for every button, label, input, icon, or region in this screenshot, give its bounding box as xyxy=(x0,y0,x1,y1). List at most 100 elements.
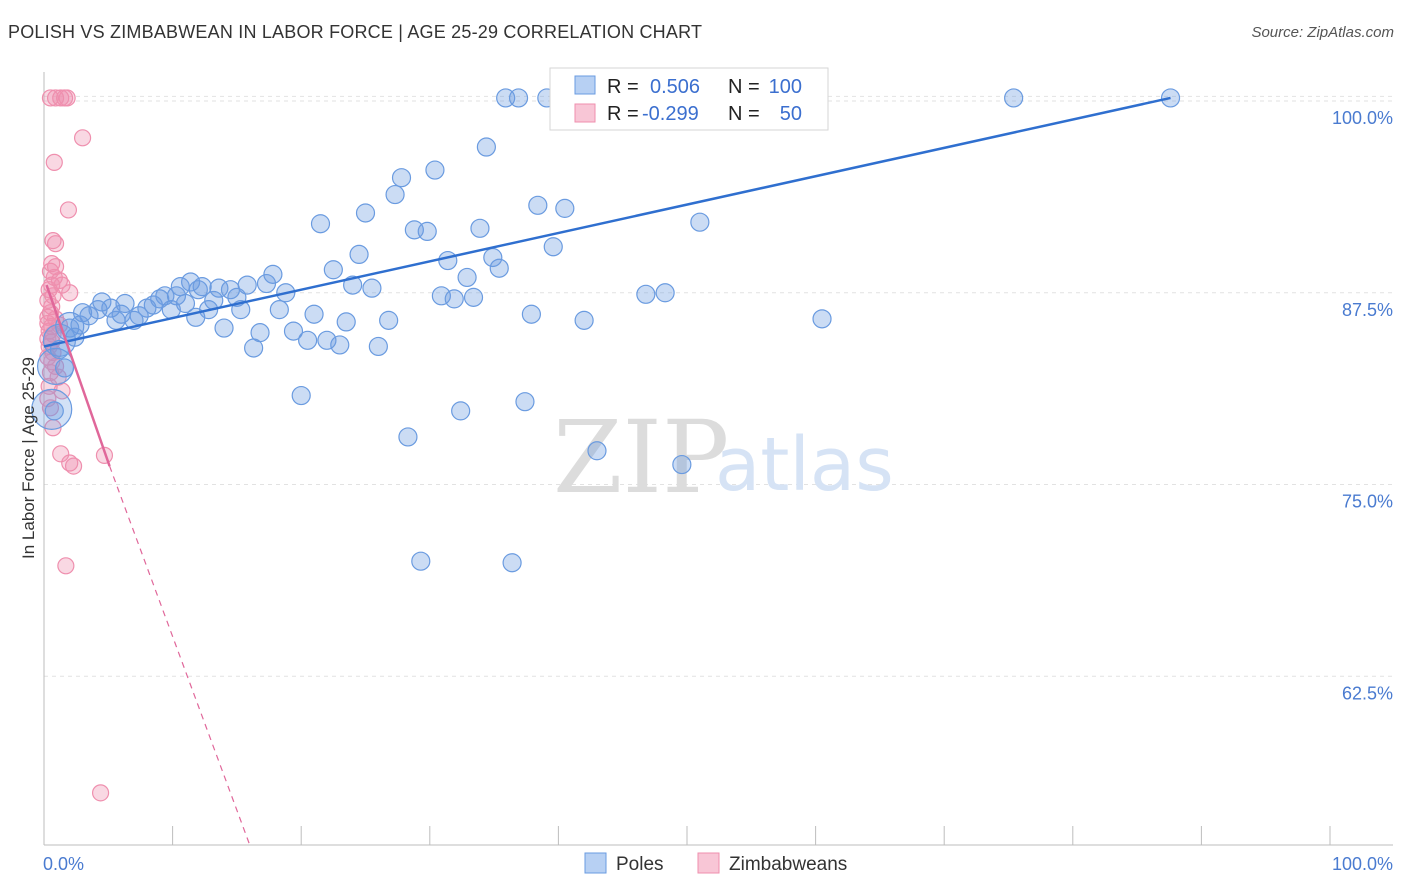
data-point xyxy=(470,218,490,238)
data-point xyxy=(515,392,535,412)
legend-n-label-poles: N = xyxy=(728,76,760,98)
data-point xyxy=(46,235,65,253)
data-point xyxy=(52,445,70,463)
x-tick-label-min: 0.0% xyxy=(43,854,84,874)
data-point xyxy=(175,293,196,314)
data-point xyxy=(417,221,437,241)
data-point xyxy=(690,212,710,232)
legend-n-value-zimbabweans: 50 xyxy=(780,103,802,125)
data-point xyxy=(438,250,458,271)
data-point xyxy=(355,203,376,223)
data-point xyxy=(36,347,75,385)
stats-legend-box xyxy=(549,67,829,131)
legend-n-label-zimbabweans: N = xyxy=(728,103,760,125)
data-point xyxy=(57,557,75,575)
legend-swatch-poles xyxy=(574,75,596,95)
data-point xyxy=(73,129,92,147)
data-point xyxy=(106,310,126,330)
data-point xyxy=(188,280,208,300)
data-point xyxy=(52,89,70,107)
data-point xyxy=(44,232,62,250)
legend-swatch-zimbabweans xyxy=(574,103,596,123)
bottom-legend-swatch-zimbabweans[interactable] xyxy=(697,852,720,874)
data-point xyxy=(61,284,79,302)
data-point xyxy=(41,399,60,417)
data-point xyxy=(636,284,656,304)
data-point xyxy=(330,335,350,355)
data-point xyxy=(508,88,529,108)
legend-n-value-poles: 100 xyxy=(769,76,802,98)
axes xyxy=(43,72,1393,846)
data-point xyxy=(812,309,832,329)
chart-title: POLISH VS ZIMBABWEAN IN LABOR FORCE | AG… xyxy=(8,22,703,42)
data-point xyxy=(58,89,76,107)
y-tick-labels: 62.5% 75.0% 87.5% 100.0% xyxy=(1332,108,1393,703)
data-point xyxy=(115,293,135,314)
data-point xyxy=(655,283,675,303)
bottom-legend-label-zimbabweans[interactable]: Zimbabweans xyxy=(729,854,847,875)
data-point xyxy=(31,388,73,430)
data-point xyxy=(91,784,110,802)
chart-source: Source: ZipAtlas.com xyxy=(1251,24,1394,41)
y-tick-label: 87.5% xyxy=(1342,300,1393,320)
data-point xyxy=(476,137,496,157)
series-legend: Poles Zimbabweans xyxy=(584,852,847,875)
legend-r-label-poles: R = xyxy=(607,76,639,98)
data-point xyxy=(1004,88,1024,108)
legend-r-value-zimbabweans: -0.299 xyxy=(642,103,699,125)
zimbabweans-trend-extension xyxy=(109,465,251,846)
data-point xyxy=(181,272,201,292)
data-point xyxy=(587,441,607,461)
zimbabweans-trend-line xyxy=(45,284,111,467)
data-point xyxy=(263,264,283,284)
stats-legend: R = 0.506 N = 100 R = -0.299 N = 50 xyxy=(549,67,829,131)
trend-lines xyxy=(43,96,1171,846)
data-point xyxy=(489,258,509,278)
data-point xyxy=(283,321,304,341)
y-tick-label: 62.5% xyxy=(1342,683,1393,703)
data-point xyxy=(385,184,405,205)
data-point xyxy=(59,201,78,219)
x-ticks xyxy=(43,826,1331,845)
data-point xyxy=(291,385,311,406)
data-point xyxy=(391,168,412,188)
data-point xyxy=(237,275,257,295)
data-point xyxy=(502,553,522,573)
data-point xyxy=(444,289,464,309)
watermark-atlas: atlas xyxy=(715,422,894,508)
legend-r-value-poles: 0.506 xyxy=(650,76,700,98)
data-point xyxy=(379,310,399,330)
data-point xyxy=(45,153,63,171)
data-point xyxy=(521,304,541,324)
poles-trend-line xyxy=(43,96,1171,348)
data-point xyxy=(425,160,445,180)
legend-r-label-zimbabweans: R = xyxy=(607,103,639,125)
y-tick-label: 75.0% xyxy=(1342,492,1393,512)
data-point xyxy=(368,336,388,357)
data-point xyxy=(269,300,289,320)
data-point xyxy=(555,198,575,218)
bottom-legend-swatch-poles[interactable] xyxy=(584,852,607,874)
data-point xyxy=(250,323,270,343)
data-point xyxy=(672,454,692,475)
data-point xyxy=(101,298,121,318)
data-point xyxy=(310,214,331,234)
data-point xyxy=(398,427,418,447)
x-tick-label-max: 100.0% xyxy=(1332,854,1393,874)
data-point xyxy=(317,330,337,350)
watermark: ZIP atlas xyxy=(553,399,894,516)
data-point xyxy=(543,237,563,257)
data-point xyxy=(70,315,90,335)
data-point xyxy=(457,267,477,288)
y-tick-label: 100.0% xyxy=(1332,108,1393,128)
data-point xyxy=(574,310,594,330)
watermark-zip: ZIP xyxy=(553,399,729,516)
y-axis-label: In Labor Force | Age 25-29 xyxy=(19,357,38,559)
data-point xyxy=(451,401,471,421)
data-point xyxy=(44,401,64,421)
bottom-legend-label-poles[interactable]: Poles xyxy=(616,854,664,875)
data-point xyxy=(362,278,382,298)
data-point xyxy=(463,287,484,307)
data-point xyxy=(304,304,324,324)
grid-lines xyxy=(44,95,1393,677)
